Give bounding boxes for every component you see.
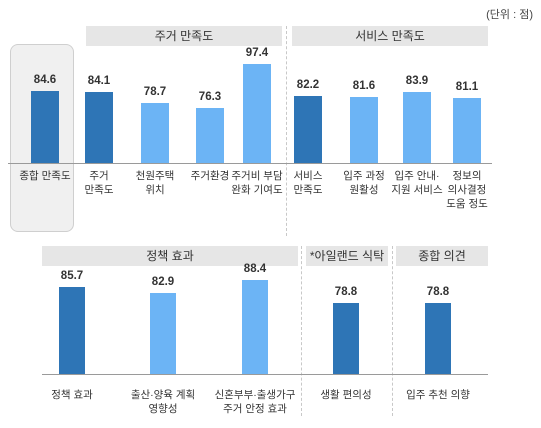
bar	[141, 103, 169, 163]
bar-value-label: 97.4	[245, 47, 269, 59]
header-policy-effect: 정책 효과	[42, 246, 298, 266]
bar	[294, 96, 322, 163]
category-label: 신혼부부·출생가구 주거 안정 효과	[214, 389, 296, 415]
bar	[31, 91, 59, 163]
category-label: 입주 안내· 지원 서비스	[391, 170, 443, 196]
header-service-satisfaction: 서비스 만족도	[292, 26, 488, 46]
category-label: 종합 만족도	[19, 170, 71, 182]
bar-value-label: 84.1	[87, 75, 111, 87]
category-label: 입주 과정 원활성	[343, 170, 385, 196]
category-label: 주거비 부담 완화 기여도	[231, 170, 283, 196]
category-label: 출산·양육 계획 영향성	[130, 389, 196, 415]
bar	[403, 92, 431, 163]
bar-value-label: 82.2	[296, 79, 320, 91]
bottom-baseline	[42, 374, 488, 375]
bar-value-label: 76.3	[198, 91, 222, 103]
bar-value-label: 84.6	[33, 74, 57, 86]
bar-value-label: 78.8	[334, 286, 358, 298]
bar	[242, 280, 268, 374]
section-divider	[301, 246, 302, 416]
section-divider	[286, 26, 287, 236]
category-label: 주거환경	[190, 170, 230, 182]
bar-value-label: 82.9	[151, 276, 175, 288]
category-label: 서비스 만족도	[293, 170, 323, 196]
bar-value-label: 78.8	[426, 286, 450, 298]
bar	[59, 287, 85, 374]
bar	[425, 303, 451, 374]
category-label: 생활 편의성	[320, 389, 372, 401]
section-divider	[392, 246, 393, 416]
unit-label: (단위 : 점)	[486, 9, 533, 21]
header-housing-satisfaction: 주거 만족도	[86, 26, 282, 46]
bar-value-label: 88.4	[243, 263, 267, 275]
bar-value-label: 78.7	[143, 86, 167, 98]
top-baseline	[8, 163, 492, 164]
bar-value-label: 83.9	[405, 75, 429, 87]
bar-value-label: 81.1	[455, 81, 479, 93]
category-label: 정보의 의사결정 도움 정도	[446, 170, 488, 210]
bar	[350, 97, 378, 163]
bar	[333, 303, 359, 374]
bar-value-label: 85.7	[60, 270, 84, 282]
category-label: 정책 효과	[51, 389, 93, 401]
bar	[453, 98, 481, 163]
bar-value-label: 81.6	[352, 80, 376, 92]
bar	[196, 108, 224, 163]
category-label: 입주 추천 의향	[406, 389, 470, 401]
bar	[243, 64, 271, 163]
category-label: 주거 만족도	[84, 170, 114, 196]
header-island-table: *아일랜드 식탁	[306, 246, 388, 266]
bar	[85, 92, 113, 163]
category-label: 천원주택 위치	[135, 170, 175, 196]
bar	[150, 293, 176, 374]
header-overall-opinion: 종합 의견	[396, 246, 488, 266]
